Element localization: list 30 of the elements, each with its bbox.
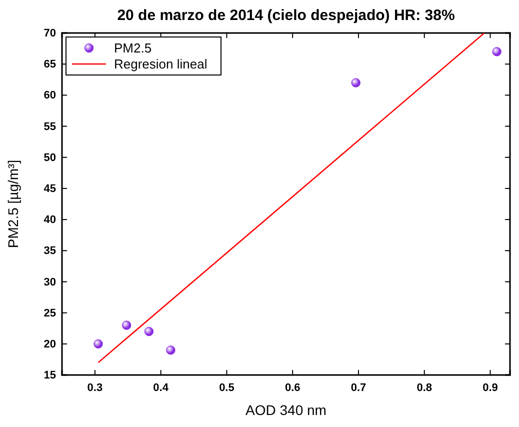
x-tick-label: 0.5: [219, 382, 234, 394]
point: [492, 47, 502, 56]
point: [144, 326, 154, 336]
x-tick-label: 0.7: [350, 382, 366, 394]
y-tick-label: 60: [44, 90, 56, 102]
x-tick-label: 0.9: [482, 382, 498, 394]
y-tick-label: 40: [44, 214, 56, 226]
point: [351, 78, 360, 88]
point: [94, 339, 103, 349]
x-tick-label: 0.8: [416, 382, 432, 394]
y-tick-label: 30: [44, 276, 56, 288]
y-tick-label: 45: [44, 182, 56, 195]
y-tick-label: 20: [44, 338, 56, 350]
point: [166, 346, 176, 355]
x-tick-label: 0.4: [153, 382, 170, 394]
x-tick-label: 0.3: [87, 382, 103, 394]
point: [122, 320, 132, 330]
y-tick-label: 50: [44, 152, 56, 164]
y-tick-label: 55: [44, 120, 56, 133]
y-tick-label: 70: [44, 28, 56, 40]
legend-label: PM2.5: [114, 40, 152, 56]
y-tick-label: 35: [44, 245, 56, 258]
y-tick-label: 15: [44, 370, 56, 382]
legend-label: Regresion lineal: [114, 56, 208, 72]
x-axis-title: AOD 340 nm: [246, 402, 326, 418]
y-tick-label: 65: [44, 58, 56, 71]
chart-title: 20 de marzo de 2014 (cielo despejado) HR: 38%: [117, 7, 455, 24]
y-tick-label: 25: [44, 307, 56, 320]
y-axis-title: PM2.5 [µg/m³]: [5, 160, 21, 248]
x-tick-label: 0.6: [284, 382, 300, 394]
